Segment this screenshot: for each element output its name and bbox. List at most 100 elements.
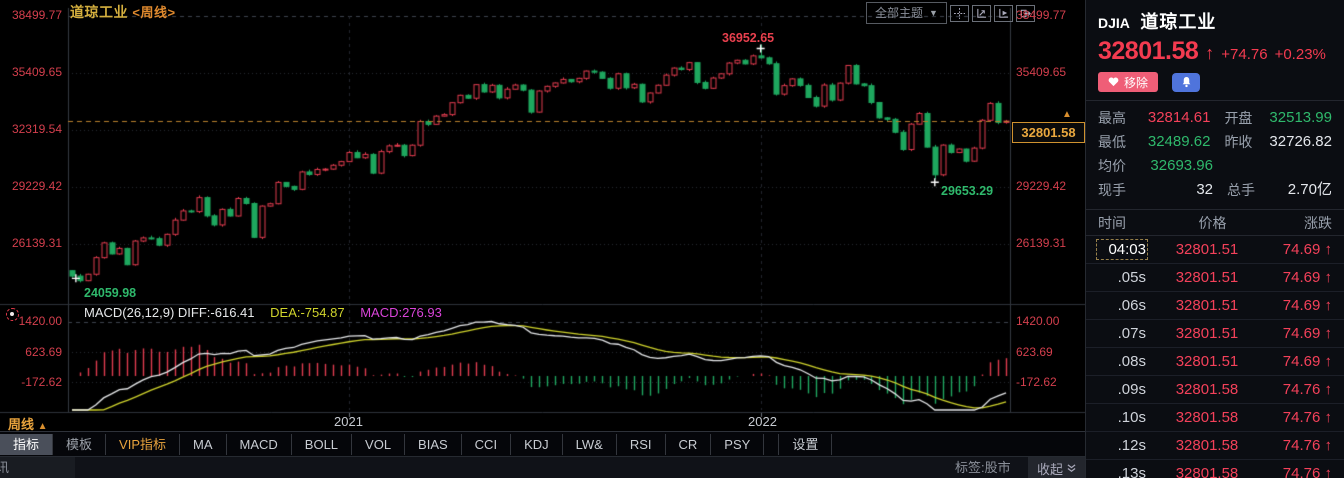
indicator-tab-bar: 指标 模板 VIP指标 MA MACD BOLL VOL BIAS CCI KDJ LW& RSI CR… <box>0 431 1085 456</box>
col-time: 时间 <box>1098 214 1126 231</box>
symbol-code: DJIA <box>1098 15 1130 31</box>
quote-row: 最低 32489.62 昨收 32726.82 <box>1098 130 1332 154</box>
tape-row[interactable]: .05s 32801.51 74.69 ↑ <box>1086 264 1344 292</box>
axis-play-icon[interactable] <box>993 4 1013 22</box>
tape-row[interactable]: 04:03 32801.51 74.69 ↑ <box>1086 236 1344 264</box>
quote-value: 2.70亿 <box>1287 181 1332 198</box>
window-exit-icon[interactable] <box>1015 4 1035 22</box>
macd-target-icon[interactable] <box>6 308 19 321</box>
tape-change: 74.76 ↑ <box>1282 381 1332 398</box>
tape-change: 74.76 ↑ <box>1282 409 1333 426</box>
tape-time: .05s <box>1117 269 1146 286</box>
quote-value: 32693.96 <box>1150 157 1213 174</box>
tape-header: 时间 价格 涨跌 <box>1086 209 1344 236</box>
tab-MA[interactable]: MA <box>180 433 227 455</box>
quote-value: 32726.82 <box>1269 133 1332 150</box>
up-arrow-icon: ↑ <box>1324 437 1333 454</box>
double-chevron-down-icon <box>1067 463 1076 472</box>
up-arrow-icon: ↑ <box>1324 325 1333 342</box>
quote-label: 均价 <box>1098 158 1126 174</box>
tape-time: .06s <box>1117 297 1146 314</box>
period-tag[interactable]: 周线 ▲ <box>8 417 48 432</box>
alert-bell-button[interactable] <box>1172 72 1201 92</box>
tab-LW&[interactable]: LW& <box>563 433 617 455</box>
tape-time: .08s <box>1117 353 1146 370</box>
tab-MACD[interactable]: MACD <box>227 433 292 455</box>
y-axis-label: 29229.42 <box>1016 179 1067 193</box>
y-axis-label: 29229.42 <box>11 179 62 193</box>
y-axis-label: 32319.54 <box>11 122 62 136</box>
crosshair-icon[interactable] <box>949 4 969 22</box>
tape-change: 74.76 ↑ <box>1282 437 1333 454</box>
tab-BOLL[interactable]: BOLL <box>292 433 353 455</box>
tab-CR[interactable]: CR <box>666 433 712 455</box>
tab-设置[interactable]: 设置 <box>778 433 833 455</box>
tab-VOL[interactable]: VOL <box>352 433 406 455</box>
quote-label: 昨收 <box>1224 134 1253 150</box>
quote-panel: DJIA 道琼工业 32801.58 ↑ +74.76 +0.23% 移除 最高… <box>1085 0 1344 478</box>
tab-RSI[interactable]: RSI <box>617 433 666 455</box>
up-arrow-icon: ↑ <box>1324 465 1333 478</box>
tape-row[interactable]: .13s 32801.58 74.76 ↑ <box>1086 460 1344 478</box>
macd-bar-value: MACD:276.93 <box>360 305 442 320</box>
tape-row[interactable]: .08s 32801.51 74.69 ↑ <box>1086 348 1344 376</box>
quote-value: 32814.61 <box>1147 109 1211 126</box>
annotation-low: 29653.29 <box>941 184 994 198</box>
macd-axis-label: 623.69 <box>1016 345 1053 359</box>
quote-row: 最高 32814.61 开盘 32513.99 <box>1098 106 1332 130</box>
tape-row[interactable]: .06s 32801.51 74.69 ↑ <box>1086 292 1344 320</box>
tab-CCI[interactable]: CCI <box>462 433 512 455</box>
x-axis-label-2021: 2021 <box>334 414 363 429</box>
tape-row[interactable]: .10s 32801.58 74.76 ↑ <box>1086 404 1344 432</box>
tape-time: .12s <box>1117 437 1146 454</box>
tape-change: 74.69 ↑ <box>1282 269 1333 286</box>
tape-row[interactable]: .09s 32801.58 74.76 ↑ <box>1086 376 1344 404</box>
up-arrow-icon: ↑ <box>1324 241 1333 258</box>
quote-label: 开盘 <box>1224 110 1253 126</box>
quote-row: 现手 32 总手 2.70亿 <box>1098 178 1332 202</box>
last-price: 32801.58 <box>1098 37 1199 65</box>
theme-dropdown[interactable]: 全部主题 ▼ <box>866 2 947 24</box>
x-axis-label-2022: 2022 <box>748 414 777 429</box>
quote-row: 均价 32693.96 <box>1098 154 1332 178</box>
macd-axis-label: 1420.00 <box>18 314 62 328</box>
triangle-up-icon: ▲ <box>37 421 48 432</box>
market-tag-label: 标签:股市 <box>955 460 1011 475</box>
macd-axis-label: 1420.00 <box>1016 314 1060 328</box>
y-axis-label: 38499.77 <box>1016 8 1067 22</box>
quote-label: 总手 <box>1227 182 1255 198</box>
tick-tape-list: 04:03 32801.51 74.69 ↑ .05s 32801.51 74.69 ↑.… <box>1086 236 1344 478</box>
tape-price: 32801.58 <box>1175 409 1239 426</box>
y-axis-label: 26139.31 <box>11 236 62 250</box>
tape-price: 32801.58 <box>1175 437 1239 454</box>
macd-dea-value: DEA:-754.87 <box>270 305 345 320</box>
up-arrow-icon: ↑ <box>1324 269 1333 286</box>
tab-指标[interactable]: 指标 <box>0 433 54 455</box>
tape-price: 32801.51 <box>1175 353 1239 370</box>
tape-change: 74.69 ↑ <box>1282 297 1332 314</box>
tape-row[interactable]: .07s 32801.51 74.69 ↑ <box>1086 320 1344 348</box>
macd-axis-label: -172.62 <box>21 375 62 389</box>
up-arrow-icon: ↑ <box>1324 353 1333 370</box>
tab-PSY[interactable]: PSY <box>711 433 765 455</box>
chart-region: 道琼工业 <周线> 全部主题 ▼ 38499.77 38499.77 35409.6… <box>0 0 1085 478</box>
symbol-name: 道琼工业 <box>70 4 128 20</box>
tab-KDJ[interactable]: KDJ <box>511 433 563 455</box>
tape-change: 74.69 ↑ <box>1282 353 1333 370</box>
remove-watchlist-button[interactable]: 移除 <box>1098 72 1159 92</box>
candlestick-chart-canvas[interactable] <box>0 0 1085 432</box>
tab-VIP指标[interactable]: VIP指标 <box>106 433 180 455</box>
tape-price: 32801.58 <box>1175 381 1239 398</box>
symbol-name: 道琼工业 <box>1140 12 1217 32</box>
tab-BIAS[interactable]: BIAS <box>405 433 462 455</box>
tape-row[interactable]: .12s 32801.58 74.76 ↑ <box>1086 432 1344 460</box>
axis-scale-icon[interactable] <box>971 4 991 22</box>
up-arrow-icon: ↑ <box>1324 409 1333 426</box>
y-axis-label: 35409.65 <box>11 65 62 79</box>
quote-label: 最低 <box>1098 134 1126 150</box>
tape-price: 32801.58 <box>1175 465 1239 478</box>
collapse-button[interactable]: 收起 <box>1028 457 1085 478</box>
status-left-text: 讯 <box>0 457 75 478</box>
quote-value: 32 <box>1196 181 1213 198</box>
tab-模板[interactable]: 模板 <box>53 433 107 455</box>
